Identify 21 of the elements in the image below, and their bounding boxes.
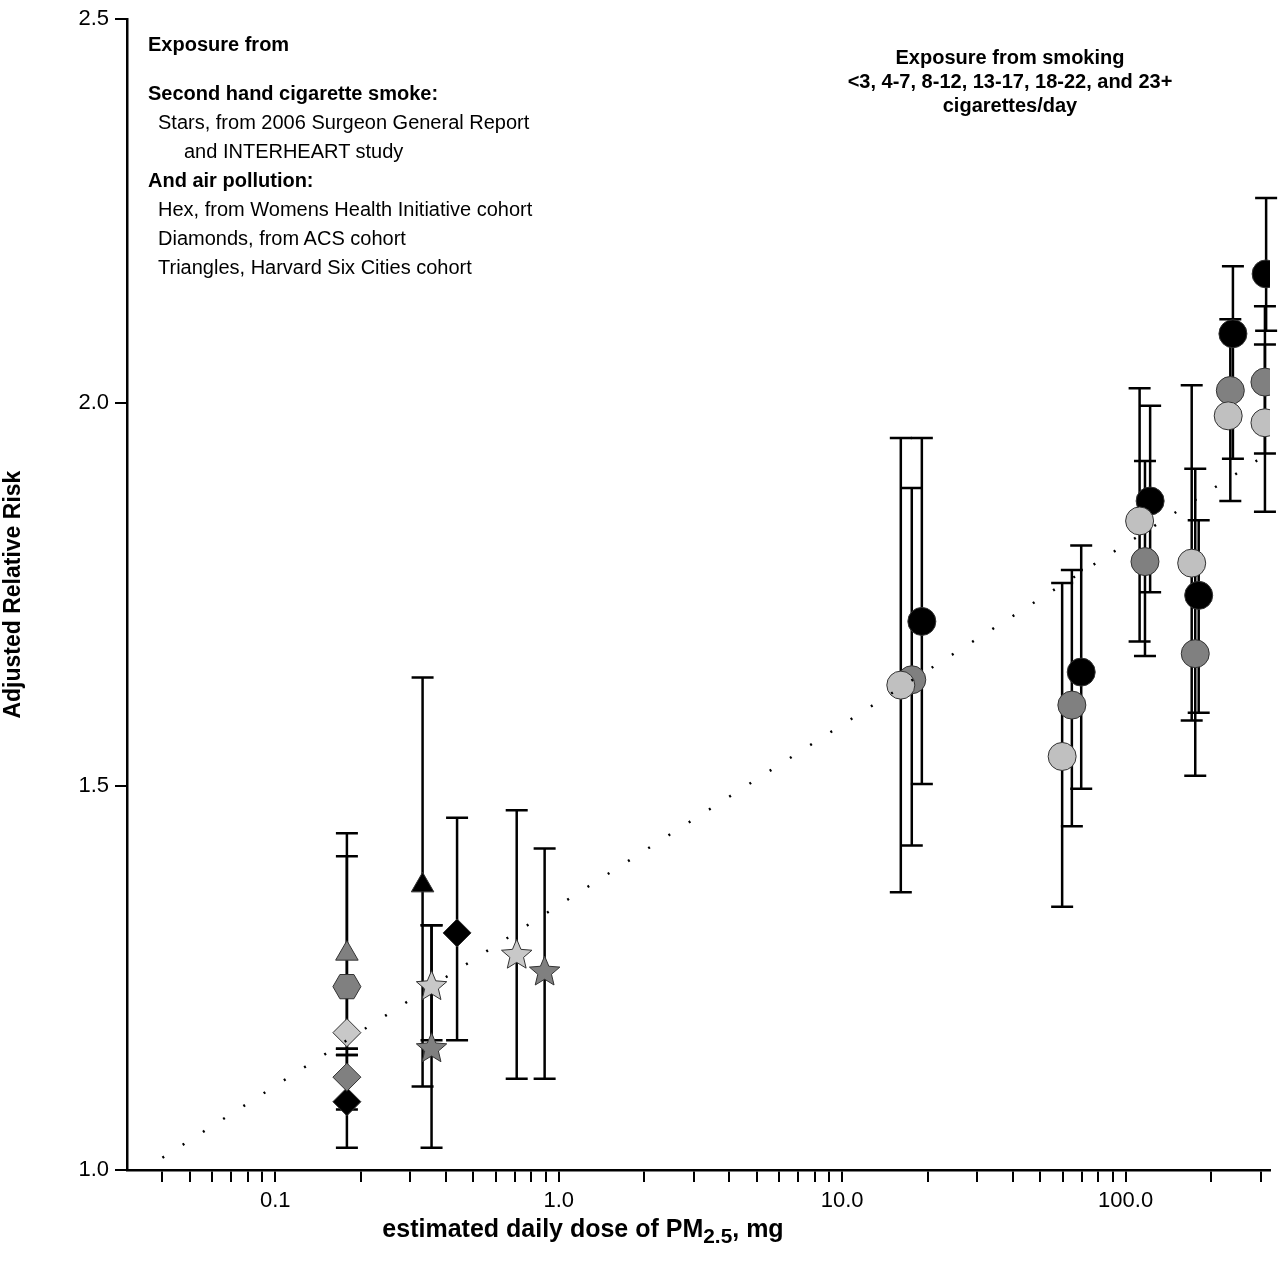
annotation: cigarettes/day [941,93,1079,117]
annotation: Hex, from Womens Health Initiative cohort [157,197,533,222]
x-tick-label: 1.0 [543,1187,574,1213]
y-tick-label: 2.0 [78,388,109,414]
x-axis-title: estimated daily dose of PM$_{2.5}$, mg [382,1214,784,1248]
x-tick-label: 100.0 [1098,1187,1154,1213]
annotation: Triangles, Harvard Six Cities cohort [157,255,473,280]
annotation: Stars, from 2006 Surgeon General Report [157,110,531,135]
annotation: Exposure from [148,32,291,57]
y-tick-label: 1.5 [78,772,109,798]
annotation: Exposure from smoking [894,45,1126,69]
x-tick-label: 0.1 [259,1187,291,1213]
x-tick-label: 10.0 [820,1187,864,1213]
y-tick-label: 2.5 [78,5,109,31]
y-tick-label: 1.0 [78,1156,109,1182]
annotation: And air pollution: [148,168,315,193]
annotation: Second hand cigarette smoke: [148,81,440,106]
annotation: <3, 4-7, 8-12, 13-17, 18-22, and 23+ [847,69,1173,93]
annotation: Diamonds, from ACS cohort [157,226,407,251]
y-axis-title: Adjusted Relative Risk [0,470,26,719]
annotation: and INTERHEART study [183,139,405,164]
